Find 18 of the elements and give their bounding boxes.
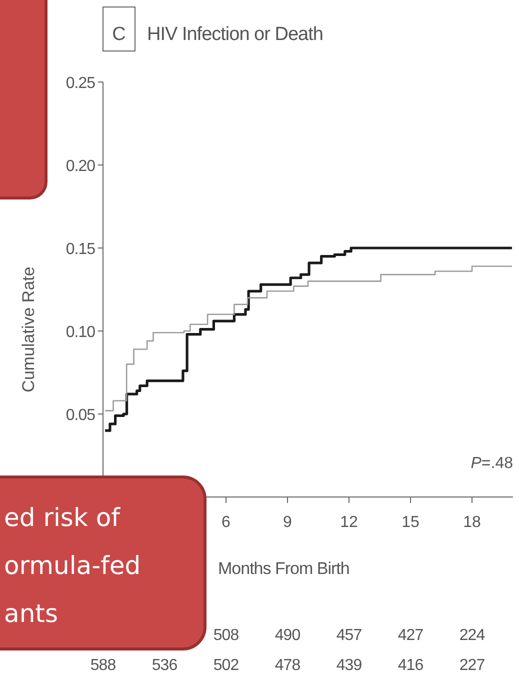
text: ed risk of ormula-fed ants [4,503,141,628]
y-tick-label: 0.25 [66,75,96,92]
x-tick-label: 9 [283,514,292,531]
x-tick-label: 6 [222,514,231,531]
text: C [112,24,126,45]
x-tick-label: 15 [402,514,420,531]
y-tick-label: 0.10 [66,324,96,341]
x-tick-label: 18 [463,514,481,531]
y-tick-label: 0.15 [66,241,96,258]
y-tick-label: 0.20 [66,158,96,175]
chart-title: HIV Infection or Death [147,24,323,45]
annotation: P=.48 [470,455,514,472]
x-axis-title: Months From Birth [218,559,350,578]
text: 588 536 502 478 439 416 227 [90,657,485,674]
text: 508 490 457 427 224 [213,627,485,644]
y-tick-label: 0.05 [66,407,96,424]
x-tick-label: 12 [340,514,358,531]
y-axis-title: Cumulative Rate [19,266,38,392]
